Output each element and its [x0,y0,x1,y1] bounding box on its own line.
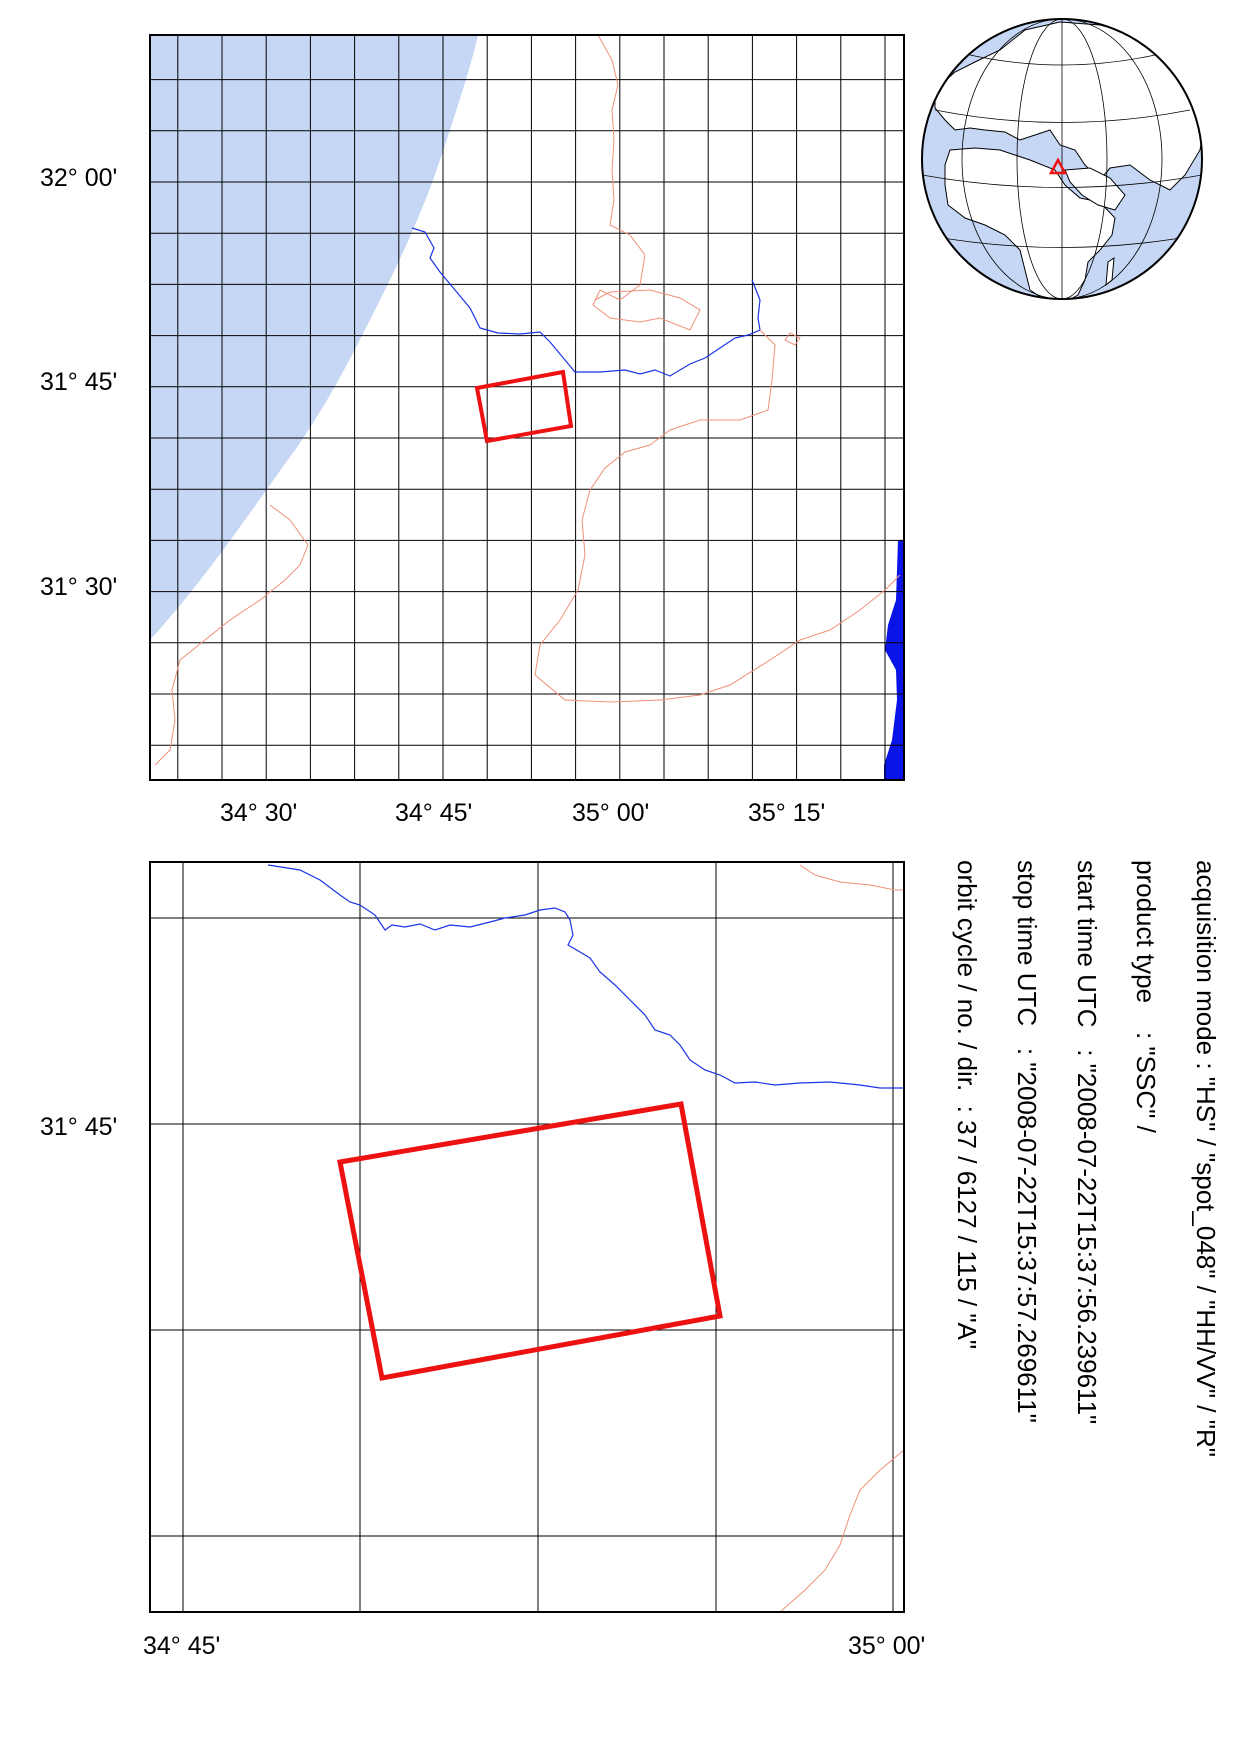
river-line [411,227,761,377]
detail-lon-label-35-00: 35° 00' [848,1632,925,1660]
detail-road-lines [779,864,904,1612]
lat-label-31-30: 31° 30' [40,573,117,601]
eurasia-landmass [934,21,1202,191]
lon-label-34-30: 34° 30' [220,799,297,827]
detail-map: 31° 45' 34° 45' 35° 00' [40,861,925,1660]
mediterranean-sea [150,35,478,640]
start-time-text: start time UTC : "2008-07-22T15:37:56.23… [1072,860,1102,1424]
product-type-text: product type : "SSC" / [1131,860,1161,1134]
road-lines [154,35,901,766]
stop-time-text: stop time UTC : "2008-07-22T15:37:57.269… [1012,860,1042,1423]
detail-lat-label-31-45: 31° 45' [40,1113,117,1141]
lon-label-35-00: 35° 00' [572,799,649,827]
globe-outline [921,18,1203,300]
overview-map: 32° 00' 31° 45' 31° 30' 34° 30' 34° 45' … [40,34,905,827]
graticule [922,19,1202,299]
lat-label-32-00: 32° 00' [40,164,117,192]
footprint-outline [474,369,574,444]
acquisition-mode-text: acquisition mode : "HS" / "spot_048" / "… [1191,860,1221,1457]
dead-sea [884,540,904,780]
globe-inset [921,18,1203,300]
detail-frame [149,861,905,1613]
overview-frame [149,34,905,781]
arabia-landmass [1064,167,1126,211]
detail-river-line [267,864,904,1089]
lon-label-35-15: 35° 15' [748,799,825,827]
detail-grid [150,862,904,1612]
orbit-info-text: orbit cycle / no. / dir. : 37 / 6127 / 1… [952,860,982,1349]
lat-label-31-45: 31° 45' [40,368,117,396]
location-marker-icon [1048,157,1068,175]
lon-label-34-45: 34° 45' [395,799,472,827]
metadata-panel: acquisition mode : "HS" / "spot_048" / "… [952,860,1221,1457]
detail-lon-label-34-45: 34° 45' [143,1632,220,1660]
overview-grid [150,35,904,780]
detail-footprint-outline [337,1101,723,1381]
